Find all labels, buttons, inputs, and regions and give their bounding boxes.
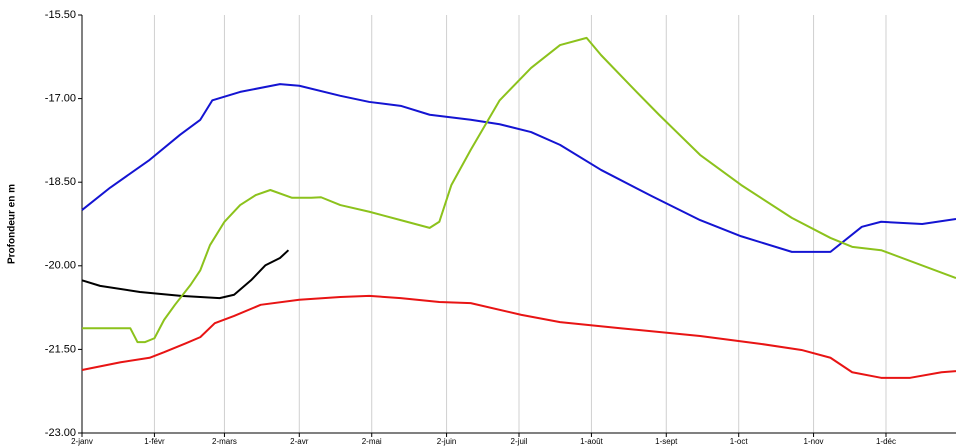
y-tick-label: -21.50: [45, 343, 76, 355]
x-tick-label: 1-nov: [804, 437, 824, 446]
x-tick-label: 2-juin: [437, 437, 457, 446]
series-line: [81, 249, 290, 300]
x-tick-label: 1-oct: [730, 437, 749, 446]
x-tick-label: 2-avr: [290, 437, 309, 446]
y-tick-label: -20.00: [45, 260, 76, 272]
x-tick-label: 2-janv: [71, 437, 93, 446]
x-tick-label: 2-juil: [511, 437, 528, 446]
x-tick-label: 2-mars: [212, 437, 237, 446]
x-tick-label: 1-sept: [655, 437, 678, 446]
series-line: [81, 294, 956, 379]
x-tick-label: 1-août: [580, 437, 603, 446]
series-line: [81, 83, 956, 253]
x-tick-label: 1-déc: [876, 437, 896, 446]
y-tick-label: -18.50: [45, 176, 76, 188]
y-tick-label: -15.50: [45, 9, 76, 21]
series-line: [82, 36, 956, 344]
y-tick-label: -17.00: [45, 93, 76, 105]
x-tick-label: 2-mai: [362, 437, 382, 446]
x-tick-label: 1-févr: [144, 437, 165, 446]
y-axis-label: Profondeur en m: [7, 184, 18, 264]
y-tick-label: -23.00: [45, 427, 76, 439]
